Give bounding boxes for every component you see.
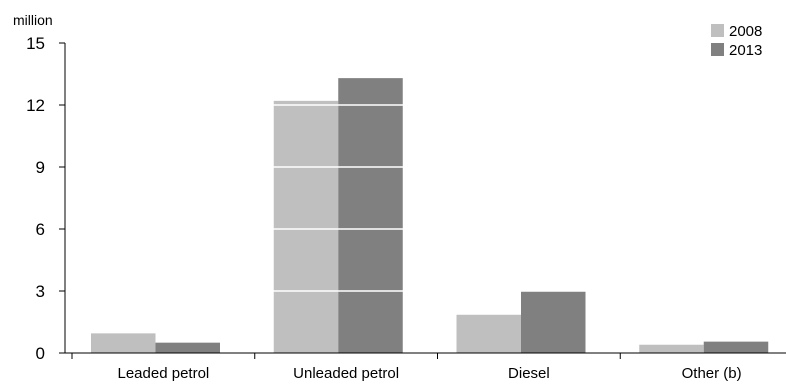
- bar-2013: [703, 341, 769, 353]
- bar-2008: [639, 344, 704, 353]
- y-tick-label: 0: [36, 344, 45, 363]
- gridlines: [66, 42, 786, 292]
- legend-swatch-2013: [711, 43, 724, 56]
- legend-label: 2008: [729, 23, 762, 40]
- bar-2013: [521, 291, 586, 353]
- y-axis-unit-label: million: [13, 12, 53, 28]
- legend-swatch-2008: [711, 24, 724, 37]
- bar-2008: [91, 333, 156, 353]
- x-category-label: Leaded petrol: [118, 365, 210, 382]
- legend-label: 2013: [729, 42, 762, 59]
- y-tick-label: 15: [26, 34, 45, 53]
- bar-2013: [155, 342, 220, 353]
- bar-2008: [273, 100, 339, 353]
- x-category-label: Other (b): [682, 365, 742, 382]
- y-tick-label: 6: [36, 220, 45, 239]
- y-tick-label: 12: [26, 96, 45, 115]
- legend: 2008 2013: [711, 23, 762, 59]
- x-category-label: Diesel: [508, 365, 550, 382]
- bar-2013: [338, 78, 403, 353]
- bar-2008: [456, 314, 521, 353]
- y-tick-label: 3: [36, 282, 45, 301]
- x-axis: Leaded petrol Unleaded petrol Diesel Other …: [65, 352, 786, 382]
- x-category-label: Unleaded petrol: [293, 365, 399, 382]
- bars: [91, 78, 769, 353]
- y-axis: 0 3 6 9 12 15: [26, 34, 66, 363]
- y-tick-label: 9: [36, 158, 45, 177]
